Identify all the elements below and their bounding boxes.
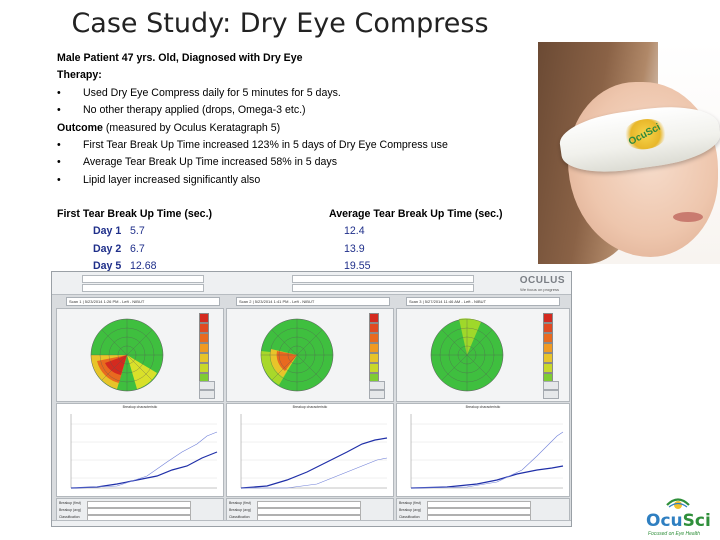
avg-tbut-value: 13.9	[344, 242, 365, 255]
breakup-plot-3	[410, 414, 564, 489]
tear-map-2	[260, 318, 334, 392]
scan-select-3[interactable]: Scan 3 | 5/27/2014 11:46 AM - Left - NIB…	[406, 297, 560, 306]
info-box-1: Breakup (first) Breakup (avg) Classifica…	[56, 498, 224, 524]
breakup-graph-2: Breakup characteristic	[226, 403, 394, 497]
outcome-item: • Lipid layer increased significantly als…	[57, 172, 448, 189]
info-label: Classification	[229, 515, 250, 519]
patient-field-2	[292, 275, 474, 283]
logo-name-ocu: Ocu	[646, 511, 683, 531]
info-label: Breakup (first)	[229, 501, 251, 505]
day-label: Day 2	[93, 242, 122, 255]
keratograph-screenshot: OCULUS We focus on progress Scan 1 | 5/2…	[51, 271, 572, 527]
tear-map-3	[430, 318, 504, 392]
outcome-line: Outcome (measured by Oculus Keratagraph …	[57, 120, 448, 137]
avg-tbut-value: 19.55	[344, 260, 371, 273]
info-value-field	[427, 501, 531, 508]
outcome-item-text: Lipid layer increased significantly also	[83, 173, 261, 186]
breakup-plot-1	[70, 414, 218, 489]
panel-button-3b[interactable]	[543, 390, 559, 399]
bullet-symbol: •	[57, 104, 61, 117]
outcome-item: • Average Tear Break Up Time increased 58…	[57, 154, 448, 171]
slide-title: Case Study: Dry Eye Compress	[71, 8, 489, 39]
bullet-symbol: •	[57, 156, 61, 169]
therapy-item: • No other therapy applied (drops, Omega-…	[57, 102, 448, 119]
graph-title-1: Breakup characteristic	[122, 405, 158, 409]
info-label: Breakup (first)	[59, 501, 81, 505]
graph-title-2: Breakup characteristic	[292, 405, 328, 409]
day-label: Day 1	[93, 225, 122, 238]
day-label: Day 5	[93, 260, 122, 273]
info-label: Breakup (avg)	[59, 508, 81, 512]
info-label: Classification	[399, 515, 420, 519]
patient-dob-field	[82, 284, 204, 292]
bullet-symbol: •	[57, 86, 61, 99]
case-description: Male Patient 47 yrs. Old, Diagnosed with…	[57, 50, 448, 189]
logo-name-sci: Sci	[682, 511, 711, 531]
info-value-field	[257, 501, 361, 508]
patient-photo: OcuSci	[538, 42, 720, 264]
lips-shape	[673, 212, 703, 222]
panel-button-2a[interactable]	[369, 381, 385, 390]
therapy-item-text: Used Dry Eye Compress daily for 5 minute…	[83, 86, 341, 99]
scan-select-2[interactable]: Scan 2 | 5/23/2014 1:41 PM - Left - NIBU…	[236, 297, 390, 306]
logo-wordmark: OcuSci	[646, 511, 711, 531]
map-panel-1	[56, 308, 224, 402]
outcome-note: (measured by Oculus Keratagraph 5)	[105, 121, 281, 134]
screenshot-disclaimer-bar	[52, 520, 571, 526]
ocusci-logo: OcuSci Focused on Eye Health	[636, 496, 716, 538]
info-box-2: Breakup (first) Breakup (avg) Classifica…	[226, 498, 394, 524]
patient-line: Male Patient 47 yrs. Old, Diagnosed with…	[57, 52, 303, 64]
breakup-graph-1: Breakup characteristic	[56, 403, 224, 497]
first-tbut-header: First Tear Break Up Time (sec.)	[57, 208, 213, 220]
info-value-field	[257, 508, 361, 515]
breakup-graph-3: Breakup characteristic	[396, 403, 570, 497]
therapy-item: • Used Dry Eye Compress daily for 5 minut…	[57, 85, 448, 102]
first-tbut-value: 5.7	[130, 225, 145, 238]
patient-field-3	[292, 284, 474, 292]
info-value-field	[87, 501, 191, 508]
results-row: Day 1 5.7 12.4	[57, 223, 365, 240]
oculus-tagline: We focus on progress	[520, 287, 559, 292]
scan-select-row: Scan 1 | 5/23/2014 1:26 PM - Left - NIBU…	[52, 296, 571, 306]
map-panel-2	[226, 308, 394, 402]
info-label: Breakup (avg)	[229, 508, 251, 512]
scan-select-1[interactable]: Scan 1 | 5/23/2014 1:26 PM - Left - NIBU…	[66, 297, 220, 306]
panel-button-3a[interactable]	[543, 381, 559, 390]
graph-title-3: Breakup characteristic	[465, 405, 501, 409]
info-label: Breakup (first)	[399, 501, 421, 505]
outcome-item-text: Average Tear Break Up Time increased 58%…	[83, 156, 337, 169]
results-table: First Tear Break Up Time (sec.) Average …	[57, 206, 503, 276]
eye-logo-icon	[666, 498, 690, 509]
info-value-field	[87, 508, 191, 515]
outcome-heading: Outcome	[57, 121, 103, 134]
first-tbut-value: 12.68	[130, 260, 157, 273]
map-panel-3	[396, 308, 570, 402]
bullet-symbol: •	[57, 139, 61, 152]
outcome-item-text: First Tear Break Up Time increased 123% …	[83, 139, 448, 152]
bullet-symbol: •	[57, 173, 61, 186]
panel-button-2b[interactable]	[369, 390, 385, 399]
oculus-logo: OCULUS	[519, 275, 565, 286]
results-row: Day 2 6.7 13.9	[57, 241, 365, 258]
therapy-item-text: No other therapy applied (drops, Omega-3…	[83, 104, 306, 117]
avg-tbut-header: Average Tear Break Up Time (sec.)	[329, 208, 503, 220]
logo-tagline: Focused on Eye Health	[648, 531, 700, 537]
info-label: Classification	[59, 515, 80, 519]
info-value-field	[427, 508, 531, 515]
patient-name-field	[82, 275, 204, 283]
tear-map-1	[90, 318, 164, 392]
panel-button-1b[interactable]	[199, 390, 215, 399]
info-label: Breakup (avg)	[399, 508, 421, 512]
therapy-heading: Therapy:	[57, 69, 102, 82]
breakup-plot-2	[240, 414, 388, 489]
results-header: First Tear Break Up Time (sec.) Average …	[57, 206, 503, 223]
outcome-item: • First Tear Break Up Time increased 123%…	[57, 137, 448, 154]
results-row: Day 5 12.68 19.55	[57, 258, 371, 275]
panel-button-1a[interactable]	[199, 381, 215, 390]
screenshot-header: OCULUS We focus on progress	[52, 272, 571, 295]
first-tbut-value: 6.7	[130, 242, 145, 255]
avg-tbut-value: 12.4	[344, 225, 365, 238]
